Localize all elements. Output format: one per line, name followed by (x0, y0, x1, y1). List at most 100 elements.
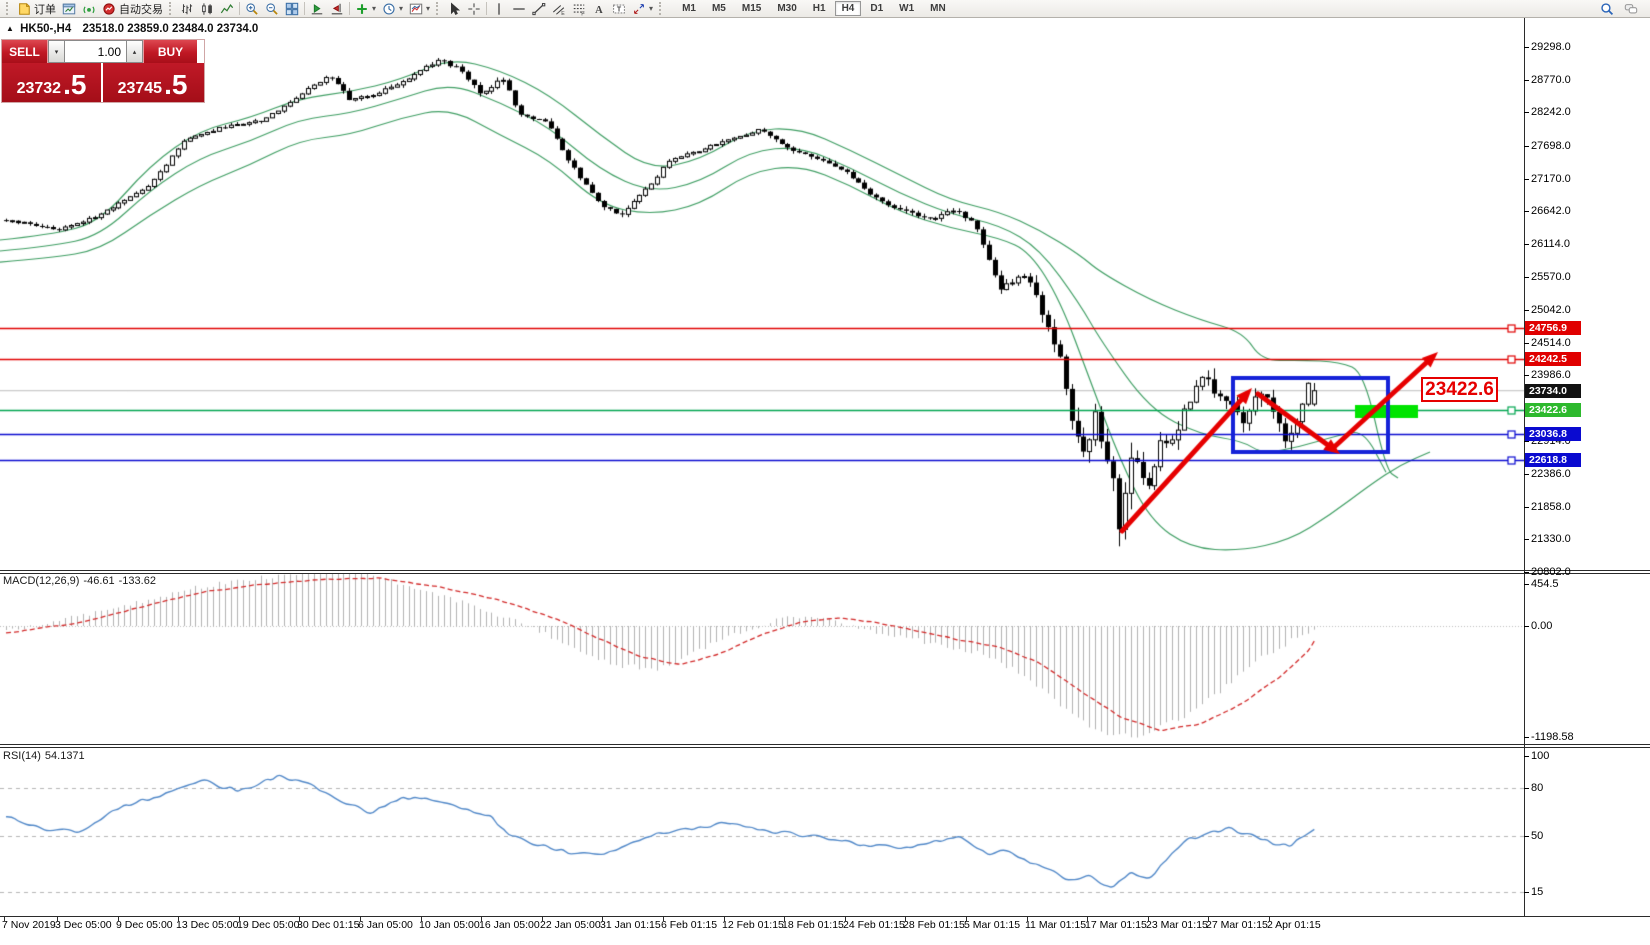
chevron-down-icon[interactable]: ▾ (649, 3, 654, 13)
sell-price[interactable]: 23732 .5 (2, 63, 101, 102)
price-tick-label: 27170.0 (1531, 173, 1571, 185)
price-tick-mark (1524, 310, 1529, 311)
time-tick-label: 22 Jan 05:00 (540, 919, 601, 931)
sell-button[interactable]: SELL (2, 40, 48, 63)
text-button[interactable]: A (589, 1, 609, 17)
template-button[interactable]: ▾ (406, 1, 433, 17)
chart-window-button[interactable] (59, 1, 79, 17)
pane-separator[interactable] (0, 570, 1650, 574)
price-tick-label: 21858.0 (1531, 501, 1571, 513)
toolbar-separator (304, 2, 305, 15)
timeframe-m5-button[interactable]: M5 (711, 3, 726, 14)
chevron-down-icon[interactable]: ▾ (372, 3, 377, 13)
pane-separator[interactable] (0, 744, 1650, 748)
add-indicator-icon (355, 2, 369, 16)
signal-button[interactable] (79, 1, 99, 17)
price-tick-mark (1524, 375, 1529, 376)
chart-symbol-period: HK50-,H4 (20, 23, 72, 35)
new-order-button[interactable]: 订单 (14, 1, 59, 17)
chat-button[interactable] (1621, 1, 1641, 17)
time-tick-label: 3 Dec 05:00 (55, 919, 112, 931)
buy-price[interactable]: 23745 .5 (103, 63, 202, 102)
horizontal-line-icon (512, 2, 526, 16)
autotrading-button[interactable]: 自动交易 (99, 1, 166, 17)
timeframe-mn-button[interactable]: MN (930, 3, 946, 14)
timeframe-m30-button[interactable]: M30 (777, 3, 797, 14)
main-chart-canvas[interactable] (0, 18, 1524, 570)
equidistant-channel-button[interactable]: E (549, 1, 569, 17)
candlestick-chart-button[interactable] (197, 1, 217, 17)
timeframe-h1-button[interactable]: H1 (812, 3, 826, 14)
time-tick-mark (966, 917, 967, 921)
timeframe-m1-button[interactable]: M1 (682, 3, 696, 14)
volume-input[interactable] (65, 40, 126, 63)
price-tick-label: 22386.0 (1531, 468, 1571, 480)
cursor-button[interactable] (444, 1, 464, 17)
buy-price-pip: .5 (164, 69, 188, 100)
toolbar-grip (169, 2, 174, 15)
crosshair-button[interactable] (464, 1, 484, 17)
macd-tick-mark (1524, 626, 1529, 627)
rsi-pane-canvas[interactable] (0, 748, 1524, 916)
time-tick-label: 12 Feb 01:15 (722, 919, 784, 931)
template-icon (409, 2, 423, 16)
chat-icon (1624, 2, 1638, 16)
trendline-button[interactable] (529, 1, 549, 17)
periods-button[interactable]: ▾ (379, 1, 406, 17)
bar-chart-button[interactable] (177, 1, 197, 17)
add-indicator-button[interactable]: ▾ (352, 1, 379, 17)
crosshair-icon (467, 2, 481, 16)
buy-button[interactable]: BUY (143, 40, 197, 63)
time-tick-label: 9 Dec 05:00 (116, 919, 173, 931)
time-tick-label: 7 Nov 2019 (2, 919, 56, 931)
vertical-line-button[interactable] (489, 1, 509, 17)
macd-pane-canvas[interactable] (0, 574, 1524, 744)
rsi-tick-mark (1524, 788, 1529, 789)
vertical-line-icon (492, 2, 506, 16)
timeframe-w1-button[interactable]: W1 (899, 3, 915, 14)
fibonacci-button[interactable]: F (569, 1, 589, 17)
timeframe-h4-button[interactable]: H4 (834, 1, 862, 16)
search-button[interactable] (1597, 1, 1617, 17)
time-tick-mark (4, 917, 5, 921)
time-tick-label: 17 Mar 01:15 (1085, 919, 1147, 931)
timeframe-d1-button[interactable]: D1 (870, 3, 884, 14)
price-tick-label: 27698.0 (1531, 140, 1571, 152)
arrows-button[interactable]: ▾ (629, 1, 656, 17)
price-level-flag[interactable]: 23422.6 (1421, 377, 1498, 402)
horizontal-line-button[interactable] (509, 1, 529, 17)
channel-icon: E (552, 2, 566, 16)
toolbar-separator (486, 2, 488, 15)
sell-price-main: 23732 (16, 80, 62, 97)
chevron-down-icon[interactable]: ▾ (399, 3, 404, 13)
volume-increase-button[interactable]: ▴ (126, 40, 143, 63)
time-tick-mark (239, 917, 240, 921)
chevron-down-icon[interactable]: ▾ (426, 3, 431, 13)
price-level-badge: 24756.9 (1525, 321, 1581, 335)
chart-shift-button[interactable] (327, 1, 347, 17)
price-tick-mark (1524, 277, 1529, 278)
price-tick-label: 25570.0 (1531, 271, 1571, 283)
zoom-in-icon (245, 2, 259, 16)
chart-window-icon (62, 2, 76, 16)
svg-text:A: A (595, 4, 603, 15)
time-tick-mark (784, 917, 785, 921)
price-tick-label: 21330.0 (1531, 533, 1571, 545)
zoom-in-button[interactable] (242, 1, 262, 17)
bar-chart-icon (180, 2, 194, 16)
time-tick-label: 23 Mar 01:15 (1146, 919, 1208, 931)
price-tick-mark (1524, 572, 1529, 573)
cursor-icon (447, 2, 461, 16)
time-axis-line (0, 916, 1650, 917)
text-label-button[interactable]: T (609, 1, 629, 17)
timeframe-m15-button[interactable]: M15 (741, 3, 762, 14)
rsi-tick-mark (1524, 892, 1529, 893)
auto-scroll-button[interactable] (307, 1, 327, 17)
chart-symbol-icon: ▲ (6, 24, 14, 33)
volume-decrease-button[interactable]: ▾ (48, 40, 65, 63)
zoom-out-button[interactable] (262, 1, 282, 17)
macd-tick-label: 454.5 (1531, 578, 1559, 590)
price-level-badge: 22618.8 (1525, 453, 1581, 467)
line-chart-button[interactable] (217, 1, 237, 17)
tile-windows-button[interactable] (282, 1, 302, 17)
